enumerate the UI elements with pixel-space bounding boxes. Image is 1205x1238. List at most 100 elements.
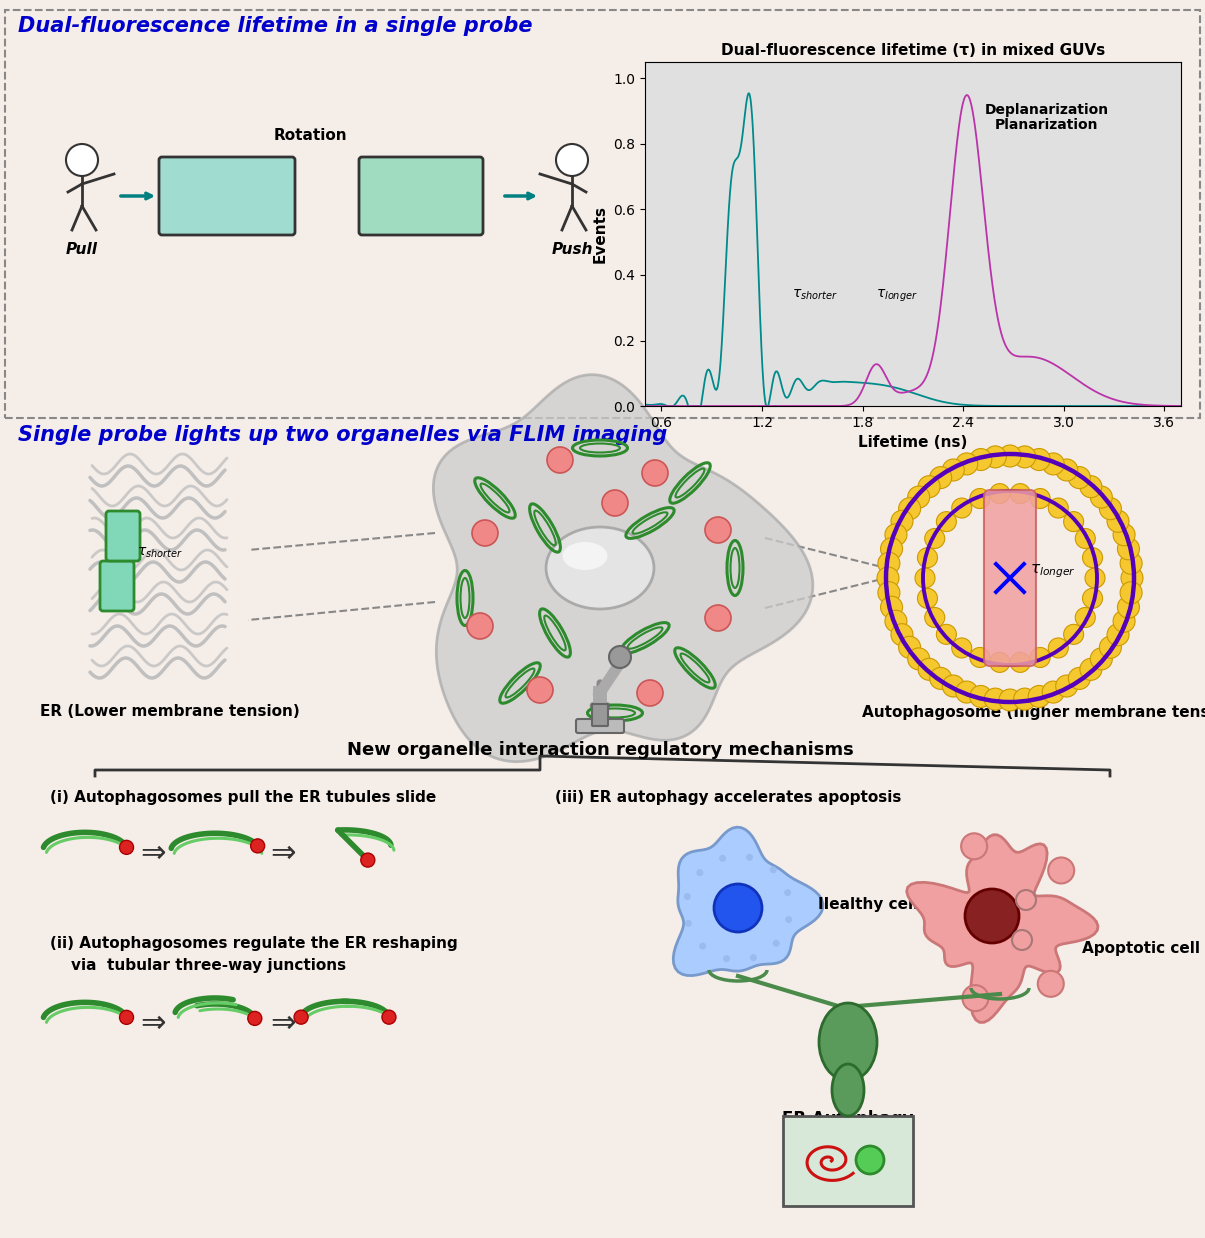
Circle shape	[251, 839, 265, 853]
Circle shape	[936, 624, 957, 644]
Circle shape	[936, 511, 957, 531]
Circle shape	[890, 510, 913, 532]
Circle shape	[890, 624, 913, 646]
Circle shape	[856, 1146, 884, 1174]
Circle shape	[970, 448, 992, 470]
Polygon shape	[434, 375, 813, 761]
Circle shape	[962, 833, 987, 859]
FancyBboxPatch shape	[100, 561, 134, 612]
Text: Push: Push	[551, 241, 593, 258]
Text: New organelle interaction regulatory mechanisms: New organelle interaction regulatory mec…	[347, 742, 853, 759]
Circle shape	[1080, 475, 1101, 498]
Circle shape	[382, 1010, 396, 1024]
Circle shape	[907, 647, 930, 670]
Circle shape	[907, 487, 930, 508]
Circle shape	[884, 610, 907, 633]
Polygon shape	[906, 834, 1098, 1023]
Text: Planarization: Planarization	[995, 118, 1099, 131]
Circle shape	[930, 667, 952, 690]
Circle shape	[1075, 608, 1095, 628]
Circle shape	[1091, 487, 1112, 508]
Circle shape	[984, 446, 1006, 468]
Text: Dual-fluorescence lifetime in a single probe: Dual-fluorescence lifetime in a single p…	[18, 16, 533, 36]
Circle shape	[970, 686, 992, 707]
Circle shape	[642, 461, 668, 487]
Circle shape	[705, 605, 731, 631]
Circle shape	[1107, 510, 1129, 532]
Circle shape	[119, 1010, 134, 1024]
Circle shape	[899, 636, 921, 659]
Circle shape	[989, 484, 1010, 504]
Circle shape	[1048, 858, 1074, 884]
Bar	[5, 10, 1200, 418]
Text: Molecular
Rotor: Molecular Rotor	[186, 180, 269, 212]
Circle shape	[952, 638, 971, 657]
Circle shape	[1082, 588, 1103, 608]
Ellipse shape	[546, 527, 654, 609]
Circle shape	[723, 956, 730, 962]
Circle shape	[696, 869, 704, 877]
FancyBboxPatch shape	[984, 490, 1036, 666]
Circle shape	[770, 867, 777, 873]
Circle shape	[1084, 568, 1105, 588]
Circle shape	[1082, 547, 1103, 568]
Circle shape	[1028, 686, 1051, 707]
Text: $\tau_{shorter}$: $\tau_{shorter}$	[792, 288, 837, 302]
Text: (i) Autophagosomes pull the ER tubules slide: (i) Autophagosomes pull the ER tubules s…	[49, 790, 436, 805]
Text: (ii) Autophagosomes regulate the ER reshaping: (ii) Autophagosomes regulate the ER resh…	[49, 936, 458, 951]
Circle shape	[772, 940, 780, 947]
Circle shape	[1121, 582, 1142, 604]
Circle shape	[1107, 624, 1129, 646]
Circle shape	[527, 677, 553, 703]
Circle shape	[1028, 448, 1051, 470]
Circle shape	[1099, 498, 1122, 520]
Circle shape	[1048, 498, 1069, 517]
Circle shape	[1030, 647, 1050, 667]
Circle shape	[705, 517, 731, 543]
Circle shape	[956, 681, 977, 703]
Circle shape	[1042, 453, 1064, 475]
Circle shape	[1056, 459, 1077, 482]
Circle shape	[683, 893, 690, 900]
Circle shape	[1121, 552, 1142, 574]
Circle shape	[1013, 446, 1036, 468]
Text: ⇒: ⇒	[270, 838, 295, 868]
Circle shape	[877, 567, 899, 589]
Circle shape	[881, 537, 903, 560]
Circle shape	[699, 942, 706, 950]
Circle shape	[930, 467, 952, 489]
Circle shape	[719, 854, 727, 862]
Circle shape	[881, 597, 903, 618]
Circle shape	[1010, 652, 1030, 672]
Text: ⇒: ⇒	[270, 1009, 295, 1037]
Circle shape	[956, 453, 977, 475]
Circle shape	[786, 916, 792, 924]
Circle shape	[547, 447, 574, 473]
Polygon shape	[674, 827, 823, 976]
Circle shape	[989, 652, 1010, 672]
Text: Single probe lights up two organelles via FLIM imaging: Single probe lights up two organelles vi…	[18, 425, 668, 444]
Circle shape	[119, 841, 134, 854]
FancyBboxPatch shape	[576, 719, 624, 733]
Circle shape	[1069, 667, 1091, 690]
Circle shape	[1042, 681, 1064, 703]
Circle shape	[294, 1010, 308, 1024]
Circle shape	[1117, 537, 1140, 560]
Circle shape	[1113, 524, 1135, 546]
Circle shape	[918, 475, 940, 498]
Circle shape	[1030, 489, 1050, 509]
Circle shape	[917, 547, 937, 568]
Circle shape	[970, 489, 989, 509]
Circle shape	[1064, 624, 1083, 644]
Circle shape	[1048, 638, 1069, 657]
Circle shape	[248, 1011, 261, 1025]
Text: $\tau_{shorter}$: $\tau_{shorter}$	[137, 546, 183, 561]
Text: ER Autophagy: ER Autophagy	[782, 1110, 913, 1128]
Circle shape	[715, 884, 762, 932]
Text: $\tau_{longer}$: $\tau_{longer}$	[876, 288, 918, 305]
Circle shape	[917, 588, 937, 608]
Ellipse shape	[831, 1063, 864, 1115]
Circle shape	[942, 675, 964, 697]
Circle shape	[915, 568, 935, 588]
Circle shape	[942, 459, 964, 482]
